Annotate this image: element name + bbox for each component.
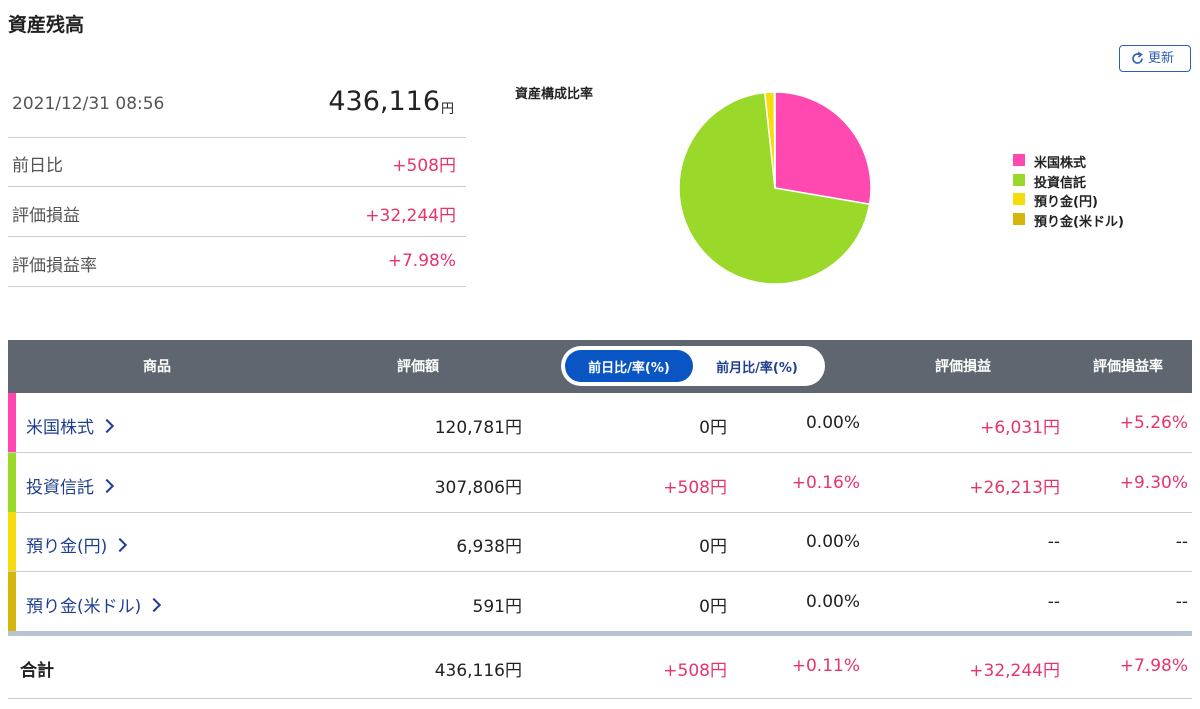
legend-swatch — [1013, 212, 1025, 225]
row-divider — [8, 511, 1192, 513]
pie-slice — [678, 91, 871, 285]
cell: 6,938円 — [456, 537, 522, 557]
cell: 0.00% — [805, 532, 860, 552]
legend-swatch — [1013, 193, 1025, 205]
cell: +0.16% — [791, 472, 860, 493]
divider — [8, 186, 466, 187]
summary-label: 前日比 — [12, 156, 63, 176]
cell: +26,213円 — [969, 477, 1060, 498]
product-link[interactable]: 米国株式 — [26, 413, 115, 438]
legend-swatch — [1013, 173, 1025, 186]
cell: +9.30% — [1119, 472, 1188, 493]
column-header: 評価額 — [397, 359, 439, 375]
cell: 0.00% — [805, 413, 860, 433]
toggle-label: 前日比/率(%) — [588, 361, 670, 376]
summary-value: +7.98% — [387, 251, 456, 271]
summary-value: +508円 — [392, 156, 456, 176]
cell: +5.26% — [1119, 413, 1188, 433]
cell: 120,781円 — [434, 418, 522, 438]
cell: +32,244円 — [969, 661, 1060, 681]
pie-slice — [774, 91, 872, 206]
cell: 0.00% — [805, 591, 860, 612]
chevron — [99, 478, 115, 493]
refresh-label: 更新 — [1148, 51, 1175, 66]
legend-label: 投資信託 — [1034, 175, 1087, 191]
cell: 0円 — [699, 537, 727, 557]
legend-swatch — [1013, 154, 1025, 166]
page-title: 資産残高 — [8, 14, 85, 36]
product-link[interactable]: 預り金(米ドル) — [26, 592, 162, 617]
summary-label: 評価損益率 — [12, 256, 97, 276]
cell: +7.98% — [1119, 656, 1188, 676]
chevron — [147, 597, 162, 612]
summary-label: 評価損益 — [12, 206, 80, 226]
legend-label: 預り金(円) — [1034, 195, 1098, 210]
product-link[interactable]: 預り金(円) — [26, 532, 128, 557]
row-color — [8, 512, 16, 572]
column-header: 商品 — [143, 359, 171, 375]
row-color — [8, 393, 16, 453]
toggle-active[interactable] — [565, 350, 693, 382]
cell: 0円 — [699, 596, 727, 617]
cell: +0.11% — [791, 656, 860, 676]
row-divider — [8, 698, 1192, 699]
chevron — [113, 537, 128, 553]
chevron — [99, 418, 115, 434]
summary-value: +32,244円 — [365, 206, 456, 226]
total-unit: 円 — [441, 102, 455, 117]
datetime: 2021/12/31 08:56 — [12, 94, 165, 114]
pie-slice — [773, 91, 776, 189]
divider — [8, 286, 466, 287]
chart-title: 資産構成比率 — [515, 87, 594, 102]
cell: 307,806円 — [434, 477, 522, 498]
row-divider — [8, 452, 1192, 453]
cell: -- — [1047, 591, 1060, 612]
row-divider — [8, 571, 1192, 572]
cell: -- — [1175, 532, 1188, 552]
column-header: 評価損益 — [935, 359, 991, 375]
cell: -- — [1175, 591, 1188, 612]
toggle-label[interactable]: 前月比/率(%) — [716, 361, 798, 376]
cell: 0円 — [699, 418, 727, 438]
cell: -- — [1047, 532, 1060, 552]
product-link[interactable]: 投資信託 — [26, 473, 115, 498]
total-label: 合計 — [20, 661, 54, 681]
divider — [8, 137, 466, 138]
cell: +508円 — [663, 477, 727, 498]
legend-label: 米国株式 — [1034, 156, 1087, 171]
column-header: 評価損益率 — [1093, 359, 1163, 375]
refresh-icon — [1132, 51, 1143, 64]
row-color — [8, 571, 16, 632]
total-value: 436,116 — [328, 86, 440, 117]
divider — [8, 236, 466, 237]
total-separator — [8, 631, 1192, 636]
cell: +6,031円 — [980, 418, 1060, 438]
row-color — [8, 452, 16, 513]
legend-label: 預り金(米ドル) — [1034, 214, 1124, 230]
cell: +508円 — [663, 661, 727, 681]
pie-chart — [678, 91, 872, 285]
cell: 436,116円 — [434, 661, 522, 681]
cell: 591円 — [472, 596, 522, 617]
refresh-button[interactable]: 更新 — [1119, 45, 1191, 72]
